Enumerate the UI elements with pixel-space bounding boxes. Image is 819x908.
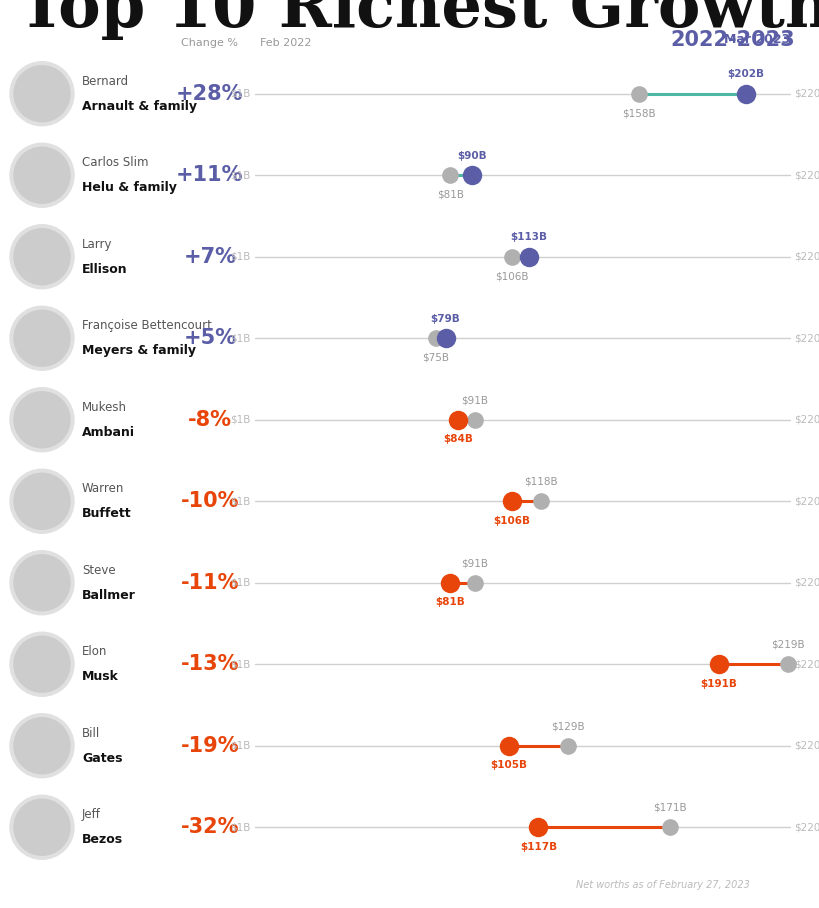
Text: Bezos: Bezos — [82, 834, 123, 846]
Circle shape — [14, 65, 70, 122]
Text: +5%: +5% — [183, 329, 236, 349]
Text: Gates: Gates — [82, 752, 122, 765]
Text: -32%: -32% — [180, 817, 239, 837]
Text: $129B: $129B — [550, 721, 584, 731]
Circle shape — [14, 637, 70, 692]
Text: +28%: +28% — [176, 84, 243, 104]
Text: Mar 2023: Mar 2023 — [723, 33, 789, 46]
Circle shape — [10, 551, 74, 615]
Text: Arnault & family: Arnault & family — [82, 100, 197, 113]
Text: Jeff: Jeff — [82, 808, 101, 821]
Text: $1B: $1B — [230, 333, 251, 343]
Text: $220B: $220B — [793, 415, 819, 425]
Text: $113B: $113B — [509, 232, 546, 242]
Circle shape — [10, 62, 74, 125]
Circle shape — [14, 391, 70, 448]
Text: $106B: $106B — [494, 271, 527, 281]
Circle shape — [10, 632, 74, 696]
Circle shape — [14, 311, 70, 366]
Text: Ellison: Ellison — [82, 262, 128, 276]
Text: Ambani: Ambani — [82, 426, 135, 439]
Circle shape — [14, 229, 70, 285]
Circle shape — [14, 717, 70, 774]
Text: $220B: $220B — [793, 252, 819, 262]
Text: Bill: Bill — [82, 726, 100, 740]
Text: Ballmer: Ballmer — [82, 588, 136, 602]
Text: -10%: -10% — [180, 491, 239, 511]
Text: $75B: $75B — [422, 353, 449, 363]
Text: Feb 2022: Feb 2022 — [260, 38, 311, 48]
Text: $220B: $220B — [793, 741, 819, 751]
Circle shape — [14, 799, 70, 855]
Text: $1B: $1B — [230, 741, 251, 751]
Text: $1B: $1B — [230, 659, 251, 669]
Text: Françoise Bettencourt: Françoise Bettencourt — [82, 320, 211, 332]
Text: -13%: -13% — [180, 655, 239, 675]
Text: $219B: $219B — [770, 639, 803, 649]
Text: Bernard: Bernard — [82, 74, 129, 88]
Text: Meyers & family: Meyers & family — [82, 344, 196, 357]
Circle shape — [10, 388, 74, 452]
Text: 2022-2023: 2022-2023 — [669, 30, 794, 50]
Text: Elon: Elon — [82, 646, 107, 658]
Circle shape — [14, 473, 70, 529]
Text: $220B: $220B — [793, 577, 819, 587]
Text: $1B: $1B — [230, 823, 251, 833]
Text: Change %: Change % — [181, 38, 238, 48]
Text: $117B: $117B — [519, 842, 556, 852]
Circle shape — [14, 147, 70, 203]
Text: -11%: -11% — [180, 573, 239, 593]
Text: Top 10 Richest Growth: Top 10 Richest Growth — [18, 0, 819, 40]
Text: Carlos Slim: Carlos Slim — [82, 156, 148, 169]
Text: Musk: Musk — [82, 670, 119, 683]
Text: $1B: $1B — [230, 415, 251, 425]
Text: $220B: $220B — [793, 333, 819, 343]
Text: $91B: $91B — [461, 558, 488, 568]
Text: $84B: $84B — [442, 434, 472, 444]
Text: Net worths as of February 27, 2023: Net worths as of February 27, 2023 — [576, 880, 749, 890]
Text: +7%: +7% — [183, 247, 236, 267]
Circle shape — [10, 225, 74, 289]
Text: Helu & family: Helu & family — [82, 182, 177, 194]
Text: $105B: $105B — [490, 760, 527, 770]
Text: $220B: $220B — [793, 823, 819, 833]
Text: -8%: -8% — [188, 410, 232, 429]
Circle shape — [10, 469, 74, 533]
Circle shape — [10, 714, 74, 778]
Circle shape — [10, 306, 74, 370]
Text: $1B: $1B — [230, 89, 251, 99]
Circle shape — [10, 143, 74, 207]
Text: $79B: $79B — [430, 313, 459, 323]
Text: $220B: $220B — [793, 170, 819, 181]
Text: $171B: $171B — [653, 803, 686, 813]
Text: -19%: -19% — [180, 735, 239, 755]
Text: Steve: Steve — [82, 564, 115, 577]
Text: $106B: $106B — [492, 516, 529, 526]
Text: Warren: Warren — [82, 482, 124, 495]
Text: $90B: $90B — [457, 151, 486, 161]
Text: $91B: $91B — [461, 395, 488, 405]
Text: $220B: $220B — [793, 659, 819, 669]
Text: $1B: $1B — [230, 577, 251, 587]
Text: Mukesh: Mukesh — [82, 400, 127, 414]
Text: Buffett: Buffett — [82, 508, 132, 520]
Text: $1B: $1B — [230, 252, 251, 262]
Text: $220B: $220B — [793, 89, 819, 99]
Text: +11%: +11% — [176, 165, 243, 185]
Text: $81B: $81B — [437, 190, 464, 200]
Text: $118B: $118B — [523, 477, 557, 487]
Text: $202B: $202B — [726, 69, 763, 79]
Text: $220B: $220B — [793, 497, 819, 507]
Text: $1B: $1B — [230, 497, 251, 507]
Text: $81B: $81B — [435, 597, 464, 607]
Text: $191B: $191B — [700, 679, 737, 689]
Text: Larry: Larry — [82, 238, 112, 251]
Text: $1B: $1B — [230, 170, 251, 181]
Text: $158B: $158B — [621, 108, 654, 118]
Circle shape — [10, 795, 74, 859]
Circle shape — [14, 555, 70, 611]
